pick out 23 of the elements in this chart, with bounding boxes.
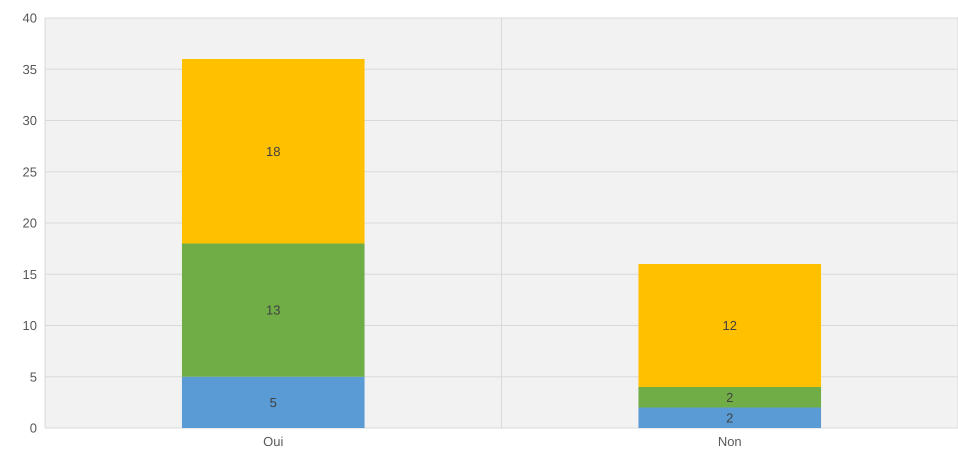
- y-tick-label: 35: [22, 62, 37, 77]
- data-label: 2: [726, 410, 734, 426]
- y-tick-label: 10: [22, 318, 37, 334]
- data-label: 18: [266, 144, 280, 159]
- y-tick-label: 0: [30, 420, 37, 436]
- y-tick-label: 15: [22, 266, 37, 282]
- data-label: 13: [266, 302, 280, 318]
- y-tick-label: 20: [22, 216, 37, 231]
- x-tick-label: Non: [718, 434, 742, 449]
- bar: [182, 59, 365, 244]
- y-tick-label: 5: [30, 369, 37, 384]
- bar: [638, 408, 822, 428]
- bar: [638, 387, 822, 408]
- data-label: 2: [726, 390, 734, 405]
- x-tick-label: Oui: [263, 434, 284, 449]
- data-label: 5: [270, 394, 277, 410]
- bar: [182, 376, 365, 428]
- y-tick-label: 40: [22, 10, 37, 26]
- bar: [182, 244, 365, 377]
- bar: [638, 264, 822, 387]
- y-tick-label: 25: [22, 164, 37, 180]
- y-tick-label: 30: [22, 113, 37, 128]
- data-label: 12: [722, 318, 737, 334]
